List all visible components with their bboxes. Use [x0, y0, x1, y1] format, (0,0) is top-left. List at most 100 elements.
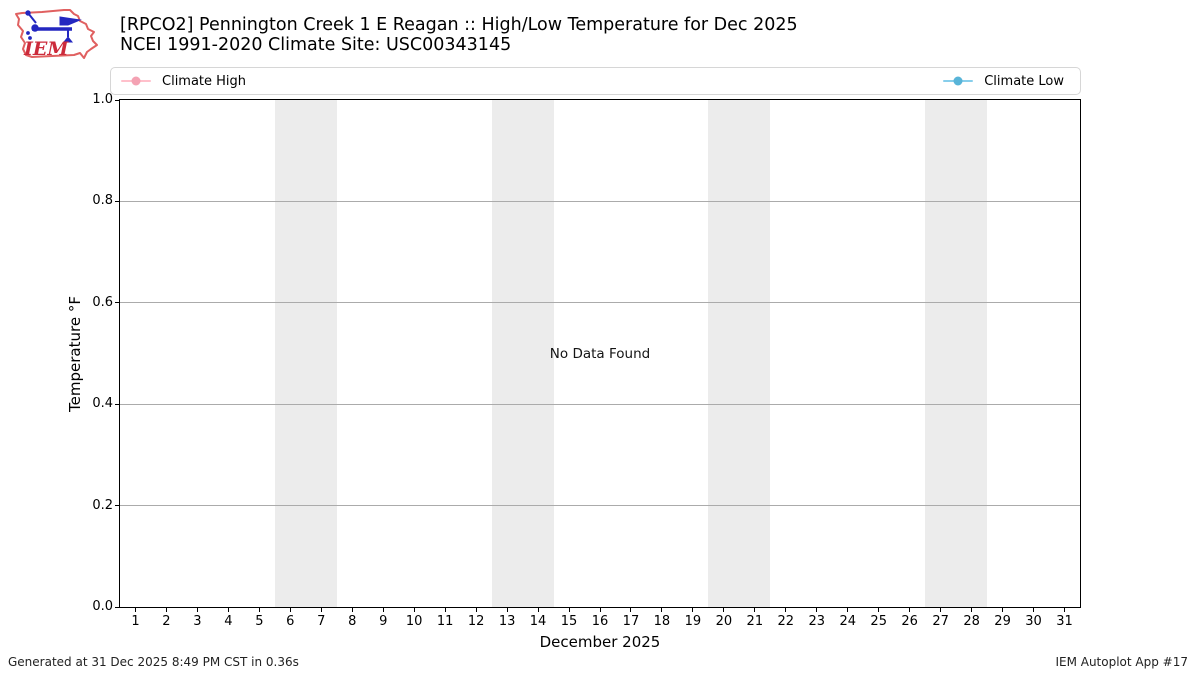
- x-tick-mark: [196, 608, 198, 612]
- x-tick-label: 2: [162, 614, 171, 629]
- weekend-shading-band: [708, 100, 771, 607]
- climate-high-marker-icon: [121, 75, 151, 87]
- x-tick-label: 22: [777, 614, 795, 629]
- legend: Climate High Climate Low: [110, 67, 1081, 95]
- y-tick-label: 0.0: [92, 599, 113, 614]
- title-block: [RPCO2] Pennington Creek 1 E Reagan :: H…: [120, 15, 798, 55]
- x-tick-mark: [134, 608, 136, 612]
- legend-item-climate-high: Climate High: [121, 74, 246, 89]
- x-tick-label: 3: [193, 614, 202, 629]
- x-tick-label: 31: [1056, 614, 1073, 629]
- x-tick-label: 12: [467, 614, 485, 629]
- gridline: [120, 403, 1080, 405]
- x-tick-mark: [1002, 608, 1004, 612]
- x-tick-label: 5: [255, 614, 264, 629]
- x-tick-label: 8: [348, 614, 357, 629]
- x-tick-mark: [568, 608, 570, 612]
- x-tick-mark: [909, 608, 911, 612]
- x-tick-mark: [1033, 608, 1035, 612]
- y-tick-mark: [115, 302, 119, 304]
- x-tick-mark: [816, 608, 818, 612]
- x-tick-label: 6: [286, 614, 295, 629]
- app-credit: IEM Autoplot App #17: [1055, 655, 1188, 669]
- x-tick-label: 1: [131, 614, 140, 629]
- x-tick-mark: [1064, 608, 1066, 612]
- x-tick-label: 20: [715, 614, 733, 629]
- y-tick-mark: [115, 99, 119, 101]
- x-tick-label: 29: [994, 614, 1011, 629]
- x-tick-mark: [227, 608, 229, 612]
- iem-logo: IEM: [15, 9, 98, 60]
- x-tick-mark: [630, 608, 632, 612]
- x-tick-mark: [475, 608, 477, 612]
- x-tick-label: 26: [901, 614, 918, 629]
- climate-low-marker-icon: [943, 75, 974, 87]
- x-tick-mark: [785, 608, 787, 612]
- x-tick-label: 27: [932, 614, 949, 629]
- x-tick-mark: [940, 608, 942, 612]
- x-tick-mark: [444, 608, 446, 612]
- y-tick-mark: [115, 606, 119, 608]
- iem-logo-text: IEM: [23, 38, 69, 60]
- x-tick-mark: [382, 608, 384, 612]
- y-tick-mark: [115, 505, 119, 507]
- x-tick-mark: [320, 608, 322, 612]
- x-tick-label: 23: [808, 614, 826, 629]
- x-tick-label: 14: [529, 614, 547, 629]
- weekend-shading-band: [925, 100, 988, 607]
- x-tick-label: 24: [839, 614, 857, 629]
- x-tick-mark: [413, 608, 415, 612]
- y-tick-label: 0.2: [92, 497, 113, 513]
- x-tick-mark: [165, 608, 167, 612]
- chart-subtitle: NCEI 1991-2020 Climate Site: USC00343145: [120, 35, 512, 55]
- legend-label-climate-low: Climate Low: [984, 73, 1064, 89]
- generated-timestamp: Generated at 31 Dec 2025 8:49 PM CST in …: [8, 655, 299, 669]
- x-tick-mark: [351, 608, 353, 612]
- x-tick-label: 13: [498, 614, 516, 629]
- gridline: [120, 302, 1080, 304]
- x-tick-mark: [971, 608, 973, 612]
- x-tick-mark: [258, 608, 260, 612]
- y-tick-mark: [115, 403, 119, 405]
- weekend-shading-band: [491, 100, 554, 607]
- x-tick-label: 25: [870, 614, 887, 629]
- x-tick-mark: [537, 608, 539, 612]
- x-tick-label: 21: [746, 614, 764, 629]
- x-tick-label: 16: [591, 614, 609, 629]
- x-tick-label: 28: [963, 614, 980, 629]
- x-tick-label: 30: [1025, 614, 1042, 629]
- weather-vane-icon: [25, 10, 82, 43]
- no-data-label: No Data Found: [549, 345, 651, 362]
- x-axis-label: December 2025: [539, 633, 661, 651]
- y-tick-label: 1.0: [92, 92, 113, 107]
- legend-item-climate-low: Climate Low: [943, 74, 1064, 89]
- x-tick-mark: [661, 608, 663, 612]
- x-tick-mark: [723, 608, 725, 612]
- plot-area: No Data Found: [115, 99, 1081, 612]
- x-tick-mark: [754, 608, 756, 612]
- x-tick-label: 18: [653, 614, 671, 629]
- x-tick-mark: [878, 608, 880, 612]
- y-tick-label: 0.8: [92, 193, 113, 209]
- x-tick-label: 17: [622, 614, 640, 629]
- gridline: [120, 200, 1080, 202]
- x-tick-label: 11: [436, 614, 454, 629]
- x-tick-label: 10: [405, 614, 423, 629]
- x-tick-label: 15: [560, 614, 578, 629]
- x-tick-label: 4: [224, 614, 233, 629]
- x-tick-label: 7: [317, 614, 326, 629]
- chart-title: [RPCO2] Pennington Creek 1 E Reagan :: H…: [120, 15, 798, 35]
- x-tick-mark: [847, 608, 849, 612]
- x-tick-mark: [599, 608, 601, 612]
- y-tick-mark: [115, 200, 119, 202]
- weekend-shading-band: [274, 100, 337, 607]
- x-tick-mark: [506, 608, 508, 612]
- x-tick-mark: [692, 608, 694, 612]
- gridline: [120, 505, 1080, 507]
- y-tick-label: 0.4: [92, 396, 113, 412]
- x-tick-label: 19: [684, 614, 702, 629]
- legend-label-climate-high: Climate High: [162, 73, 247, 89]
- x-tick-mark: [289, 608, 291, 612]
- y-tick-label: 0.6: [92, 294, 113, 310]
